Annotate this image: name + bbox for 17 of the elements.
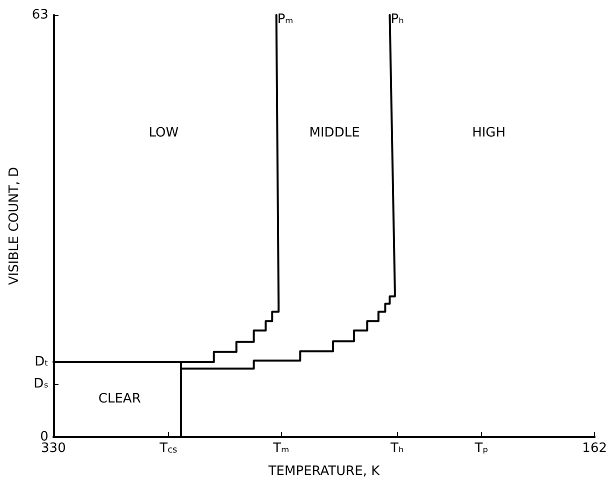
annotation: CLEAR — [98, 392, 141, 407]
annotation: HIGH — [472, 126, 506, 141]
x-tick-label: Tcs — [158, 441, 178, 456]
x-tick-label: Tₚ — [474, 441, 488, 456]
y-tick-label: 63 — [32, 8, 48, 22]
y-tick-label: Dₜ — [34, 354, 49, 370]
x-tick-label: 162 — [582, 441, 608, 456]
x-tick-label: Tₘ — [272, 441, 290, 456]
y-axis-title: VISIBLE COUNT, D — [7, 166, 22, 286]
x-axis-title: TEMPERATURE, K — [267, 464, 380, 479]
x-tick-label: Tₕ — [390, 441, 404, 456]
annotation: LOW — [148, 126, 179, 141]
x-tick-label: 330 — [41, 441, 66, 456]
annotation: MIDDLE — [309, 126, 360, 141]
series-label: Pₕ — [390, 12, 404, 27]
series-label: Pₘ — [277, 12, 294, 27]
y-tick-label: Dₛ — [34, 376, 49, 392]
